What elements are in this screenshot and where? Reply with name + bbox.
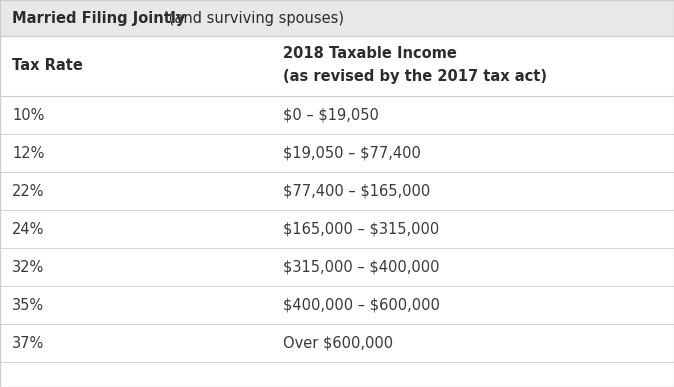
- Text: $77,400 – $165,000: $77,400 – $165,000: [283, 183, 430, 199]
- Text: (and surviving spouses): (and surviving spouses): [164, 10, 344, 26]
- Text: Tax Rate: Tax Rate: [12, 58, 83, 74]
- Text: 12%: 12%: [12, 146, 44, 161]
- Text: 32%: 32%: [12, 260, 44, 274]
- Text: $19,050 – $77,400: $19,050 – $77,400: [283, 146, 421, 161]
- Text: $165,000 – $315,000: $165,000 – $315,000: [283, 221, 439, 236]
- Text: 2018 Taxable Income: 2018 Taxable Income: [283, 46, 457, 62]
- Text: 37%: 37%: [12, 336, 44, 351]
- Text: $0 – $19,050: $0 – $19,050: [283, 108, 379, 123]
- Text: 24%: 24%: [12, 221, 44, 236]
- Text: 22%: 22%: [12, 183, 44, 199]
- Text: 35%: 35%: [12, 298, 44, 312]
- Text: Over $600,000: Over $600,000: [283, 336, 393, 351]
- Text: $400,000 – $600,000: $400,000 – $600,000: [283, 298, 440, 312]
- Text: $315,000 – $400,000: $315,000 – $400,000: [283, 260, 439, 274]
- Text: (as revised by the 2017 tax act): (as revised by the 2017 tax act): [283, 69, 547, 84]
- Text: Married Filing Jointly: Married Filing Jointly: [12, 10, 185, 26]
- Text: 10%: 10%: [12, 108, 44, 123]
- Bar: [0, 0, 674, 36]
